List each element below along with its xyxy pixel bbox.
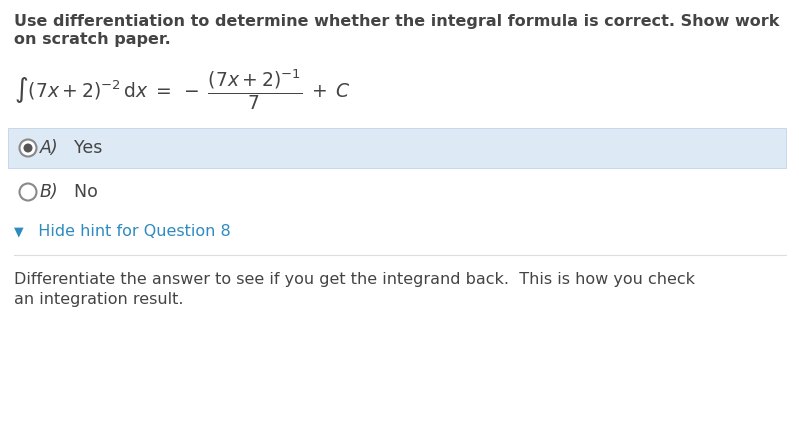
Text: on scratch paper.: on scratch paper. [14,32,171,47]
Circle shape [19,140,37,157]
Text: B): B) [40,183,58,201]
Text: Yes: Yes [63,139,102,157]
Text: Hide hint for Question 8: Hide hint for Question 8 [28,225,231,240]
Text: No: No [63,183,97,201]
Circle shape [19,184,37,200]
Text: A): A) [40,139,58,157]
Text: Differentiate the answer to see if you get the integrand back.  This is how you : Differentiate the answer to see if you g… [14,272,695,287]
Text: $\int(7x+2)^{-2}\,\mathrm{d}x\;=\;-\;\dfrac{(7x+2)^{-1}}{7}\;+\;C$: $\int(7x+2)^{-2}\,\mathrm{d}x\;=\;-\;\df… [14,68,351,112]
Text: an integration result.: an integration result. [14,292,184,307]
Text: Use differentiation to determine whether the integral formula is correct. Show w: Use differentiation to determine whether… [14,14,779,29]
FancyBboxPatch shape [8,128,786,168]
Circle shape [23,143,33,152]
Text: ▼: ▼ [14,225,24,238]
